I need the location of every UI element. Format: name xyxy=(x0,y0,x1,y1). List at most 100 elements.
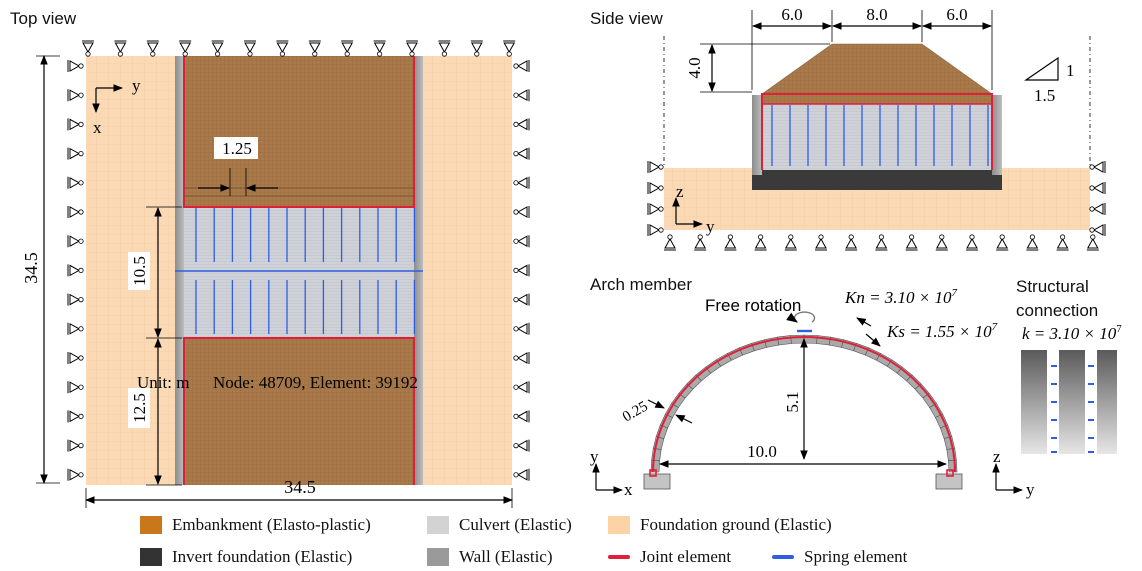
slope-triangle xyxy=(1024,56,1059,81)
roller-support-icon xyxy=(693,234,707,251)
roller-support-icon xyxy=(513,439,530,453)
roller-support-icon xyxy=(513,409,530,423)
roller-support-icon xyxy=(513,205,530,219)
roller-support-icon xyxy=(513,322,530,336)
kn-label: Kn = 3.10 × 107 xyxy=(844,287,958,307)
roller-support-icon xyxy=(513,293,530,307)
legend-label: Joint element xyxy=(640,547,732,566)
roller-support-icon xyxy=(67,380,84,394)
roller-support-icon xyxy=(67,176,84,190)
side-view-dim-right: 6.0 xyxy=(946,5,967,24)
arch-footing-left xyxy=(643,473,671,490)
legend-swatch xyxy=(140,548,162,566)
top-view-dim-width: 34.5 xyxy=(284,477,316,497)
roller-support-icon xyxy=(513,147,530,161)
roller-support-icon xyxy=(995,234,1009,251)
roller-support-icon xyxy=(113,40,127,57)
side-view-supports-right xyxy=(1089,160,1106,237)
legend-label: Culvert (Elastic) xyxy=(459,515,572,534)
roller-support-icon xyxy=(1025,234,1039,251)
arch-span: 10.0 xyxy=(747,442,777,461)
top-view-axes: y x xyxy=(92,76,141,137)
roller-support-icon xyxy=(502,40,516,57)
roller-support-icon xyxy=(67,234,84,248)
roller-support-icon xyxy=(67,263,84,277)
roller-support-icon xyxy=(513,234,530,248)
top-view-dimensions: 34.5 34.5 1.25 10.5 12.5 Unit: m Node: 4… xyxy=(21,55,513,508)
legend-swatch xyxy=(608,516,630,534)
ks-label: Ks = 1.55 × 107 xyxy=(886,321,998,341)
roller-support-icon xyxy=(67,205,84,219)
top-view-axis-x: x xyxy=(93,118,102,137)
roller-support-icon xyxy=(754,234,768,251)
top-view-supports-top xyxy=(81,40,516,57)
roller-support-icon xyxy=(723,234,737,251)
roller-support-icon xyxy=(935,234,949,251)
free-rotation-icon xyxy=(786,311,816,323)
roller-support-icon xyxy=(437,40,451,57)
roller-support-icon xyxy=(513,117,530,131)
roller-support-icon xyxy=(340,40,354,57)
legend-label: Embankment (Elasto-plastic) xyxy=(172,515,371,534)
top-view-dim-height: 34.5 xyxy=(21,252,41,284)
side-view-wall-left xyxy=(752,95,762,175)
arch-thickness: 0.25 xyxy=(620,398,651,425)
legend: Embankment (Elasto-plastic) Culvert (Ela… xyxy=(140,512,1040,570)
roller-support-icon xyxy=(1089,160,1106,174)
roller-support-icon xyxy=(373,40,387,57)
top-view-axis-y: y xyxy=(132,76,141,95)
legend-label: Foundation ground (Elastic) xyxy=(640,515,832,534)
arch-footing-right xyxy=(935,473,963,490)
roller-support-icon xyxy=(663,234,677,251)
roller-support-icon xyxy=(1086,234,1100,251)
connection-springs xyxy=(1051,365,1094,453)
legend-line xyxy=(772,555,794,559)
roller-support-icon xyxy=(844,234,858,251)
side-view-model xyxy=(647,36,1106,251)
roller-support-icon xyxy=(67,147,84,161)
side-view-invert xyxy=(752,170,1002,190)
roller-support-icon xyxy=(513,59,530,73)
roller-support-icon xyxy=(146,40,160,57)
roller-support-icon xyxy=(308,40,322,57)
mesh-info: Node: 48709, Element: 39192 xyxy=(213,373,418,392)
top-view-spring-elements xyxy=(195,207,416,334)
legend-item-foundation: Foundation ground (Elastic) xyxy=(608,514,832,536)
legend-item-spring: Spring element xyxy=(772,546,907,568)
legend-swatch xyxy=(140,516,162,534)
roller-support-icon xyxy=(275,40,289,57)
roller-support-icon xyxy=(513,263,530,277)
side-view-dim-left: 6.0 xyxy=(781,5,802,24)
legend-item-wall: Wall (Elastic) xyxy=(427,546,553,568)
roller-support-icon xyxy=(647,160,664,174)
free-rotation-label: Free rotation xyxy=(705,296,801,315)
top-view-embankment-upper xyxy=(184,56,414,207)
side-view-dimensions: 6.0 8.0 6.0 4.0 1 1.5 xyxy=(685,5,1075,105)
side-view-supports-bottom xyxy=(663,234,1100,251)
top-view-title: Top view xyxy=(10,9,77,28)
top-view-joint-upper xyxy=(183,56,415,208)
arch-axis-y: y xyxy=(590,447,599,466)
arch-axes: y x xyxy=(590,447,633,499)
roller-support-icon xyxy=(178,40,192,57)
roller-support-icon xyxy=(67,322,84,336)
legend-label: Spring element xyxy=(804,547,908,566)
side-view-title: Side view xyxy=(590,9,663,28)
roller-support-icon xyxy=(874,234,888,251)
connection-model xyxy=(1021,350,1117,454)
top-view-dim-gap: 1.25 xyxy=(222,139,252,158)
side-view-axes: z y xyxy=(672,182,715,236)
side-view-dim-mid: 8.0 xyxy=(866,5,887,24)
legend-item-invert: Invert foundation (Elastic) xyxy=(140,546,352,568)
roller-support-icon xyxy=(67,59,84,73)
slope-rise: 1 xyxy=(1066,61,1075,80)
roller-support-icon xyxy=(513,468,530,482)
roller-support-icon xyxy=(513,380,530,394)
roller-support-icon xyxy=(814,234,828,251)
legend-swatch xyxy=(427,516,449,534)
arch-member-title: Arch member xyxy=(590,275,692,294)
top-view-supports-left xyxy=(67,59,84,482)
arch-joint xyxy=(652,336,956,473)
roller-support-icon xyxy=(470,40,484,57)
roller-support-icon xyxy=(905,234,919,251)
